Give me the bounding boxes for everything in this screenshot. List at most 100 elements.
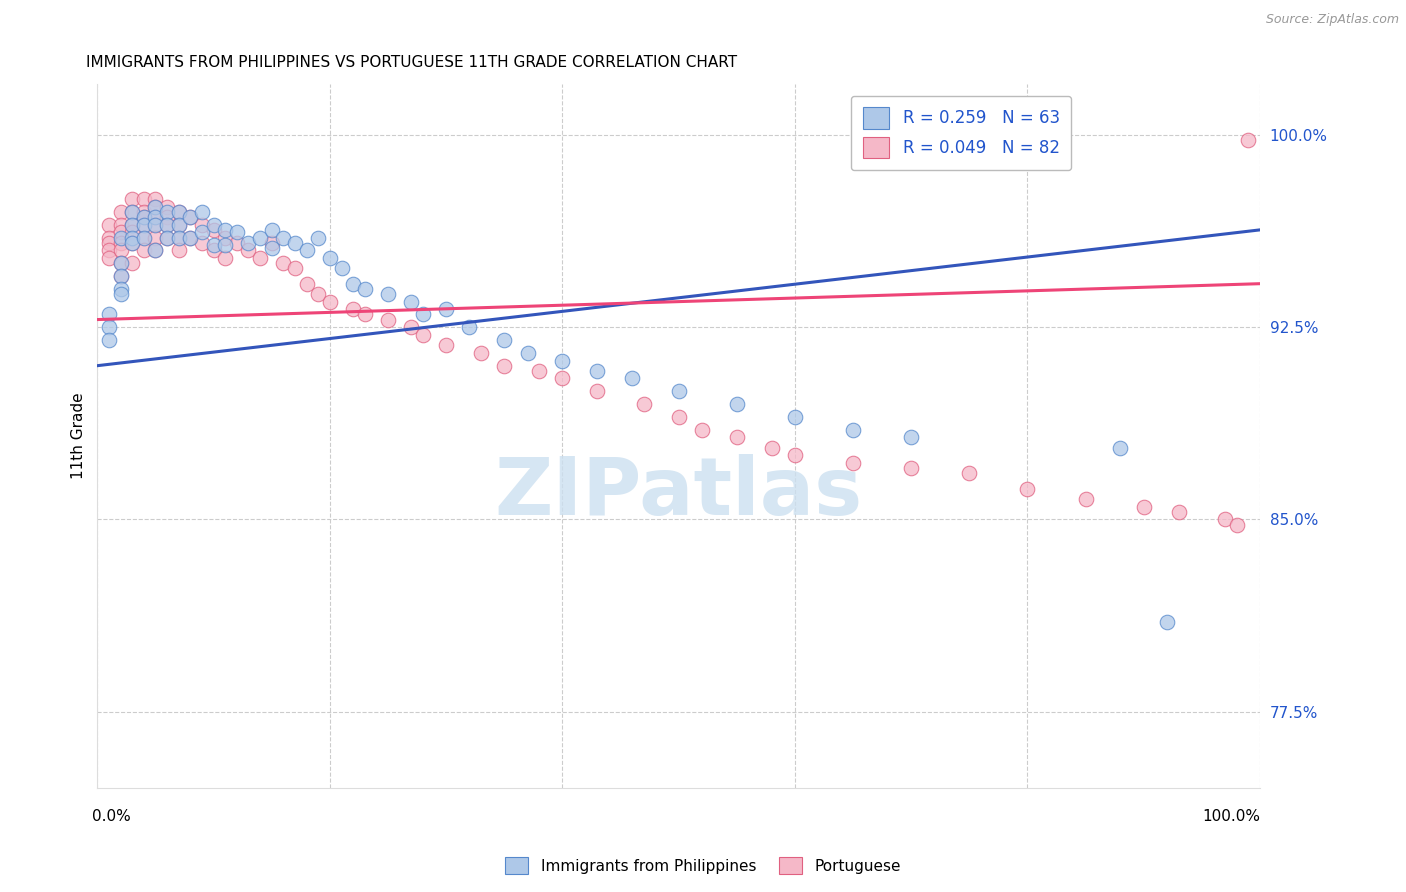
Point	[725, 397, 748, 411]
Point	[377, 312, 399, 326]
Point	[179, 210, 201, 224]
Point	[900, 430, 922, 444]
Point	[249, 251, 271, 265]
Point	[434, 302, 457, 317]
Point	[145, 210, 167, 224]
Point	[179, 230, 201, 244]
Point	[145, 200, 167, 214]
Point	[132, 244, 155, 258]
Point	[110, 226, 132, 240]
Point	[132, 218, 155, 232]
Point	[110, 230, 132, 244]
Point	[191, 235, 214, 250]
Point	[145, 218, 167, 232]
Point	[295, 277, 318, 291]
Point	[957, 467, 980, 481]
Point	[307, 230, 329, 244]
Point	[167, 218, 190, 232]
Point	[260, 235, 283, 250]
Point	[202, 238, 225, 252]
Point	[783, 409, 806, 424]
Point	[214, 251, 236, 265]
Text: IMMIGRANTS FROM PHILIPPINES VS PORTUGUESE 11TH GRADE CORRELATION CHART: IMMIGRANTS FROM PHILIPPINES VS PORTUGUES…	[86, 55, 737, 70]
Point	[202, 218, 225, 232]
Point	[191, 205, 214, 219]
Point	[110, 205, 132, 219]
Point	[179, 230, 201, 244]
Point	[132, 192, 155, 206]
Point	[156, 210, 179, 224]
Text: ZIPatlas: ZIPatlas	[495, 453, 863, 532]
Point	[110, 244, 132, 258]
Point	[191, 226, 214, 240]
Point	[342, 277, 364, 291]
Point	[156, 218, 179, 232]
Point	[145, 210, 167, 224]
Point	[167, 218, 190, 232]
Point	[1156, 615, 1178, 629]
Point	[132, 205, 155, 219]
Point	[145, 244, 167, 258]
Legend: Immigrants from Philippines, Portuguese: Immigrants from Philippines, Portuguese	[499, 851, 907, 880]
Point	[167, 230, 190, 244]
Point	[238, 244, 260, 258]
Point	[98, 308, 121, 322]
Point	[238, 235, 260, 250]
Point	[1226, 517, 1249, 532]
Point	[668, 384, 690, 399]
Point	[494, 333, 516, 347]
Point	[214, 238, 236, 252]
Point	[586, 384, 609, 399]
Point	[202, 244, 225, 258]
Point	[132, 218, 155, 232]
Point	[145, 192, 167, 206]
Point	[260, 241, 283, 255]
Point	[132, 230, 155, 244]
Point	[1213, 512, 1236, 526]
Point	[1109, 441, 1132, 455]
Point	[551, 353, 574, 368]
Point	[225, 235, 247, 250]
Point	[110, 256, 132, 270]
Point	[121, 235, 143, 250]
Point	[900, 461, 922, 475]
Point	[98, 218, 121, 232]
Point	[249, 230, 271, 244]
Point	[156, 230, 179, 244]
Point	[586, 364, 609, 378]
Point	[121, 192, 143, 206]
Point	[110, 268, 132, 283]
Point	[725, 430, 748, 444]
Point	[1132, 500, 1154, 514]
Point	[110, 218, 132, 232]
Point	[353, 308, 375, 322]
Point	[110, 282, 132, 296]
Point	[842, 423, 865, 437]
Point	[167, 244, 190, 258]
Y-axis label: 11th Grade: 11th Grade	[72, 392, 86, 480]
Point	[330, 261, 353, 276]
Point	[121, 205, 143, 219]
Point	[121, 218, 143, 232]
Point	[260, 223, 283, 237]
Point	[412, 327, 434, 342]
Point	[121, 235, 143, 250]
Point	[191, 218, 214, 232]
Point	[1167, 505, 1189, 519]
Point	[1017, 482, 1039, 496]
Point	[145, 218, 167, 232]
Point	[353, 282, 375, 296]
Point	[319, 294, 342, 309]
Point	[761, 441, 783, 455]
Point	[494, 359, 516, 373]
Point	[225, 226, 247, 240]
Point	[783, 449, 806, 463]
Point	[156, 230, 179, 244]
Point	[145, 200, 167, 214]
Point	[342, 302, 364, 317]
Point	[179, 210, 201, 224]
Legend: R = 0.259   N = 63, R = 0.049   N = 82: R = 0.259 N = 63, R = 0.049 N = 82	[851, 95, 1071, 170]
Point	[110, 287, 132, 301]
Point	[284, 235, 307, 250]
Point	[401, 320, 423, 334]
